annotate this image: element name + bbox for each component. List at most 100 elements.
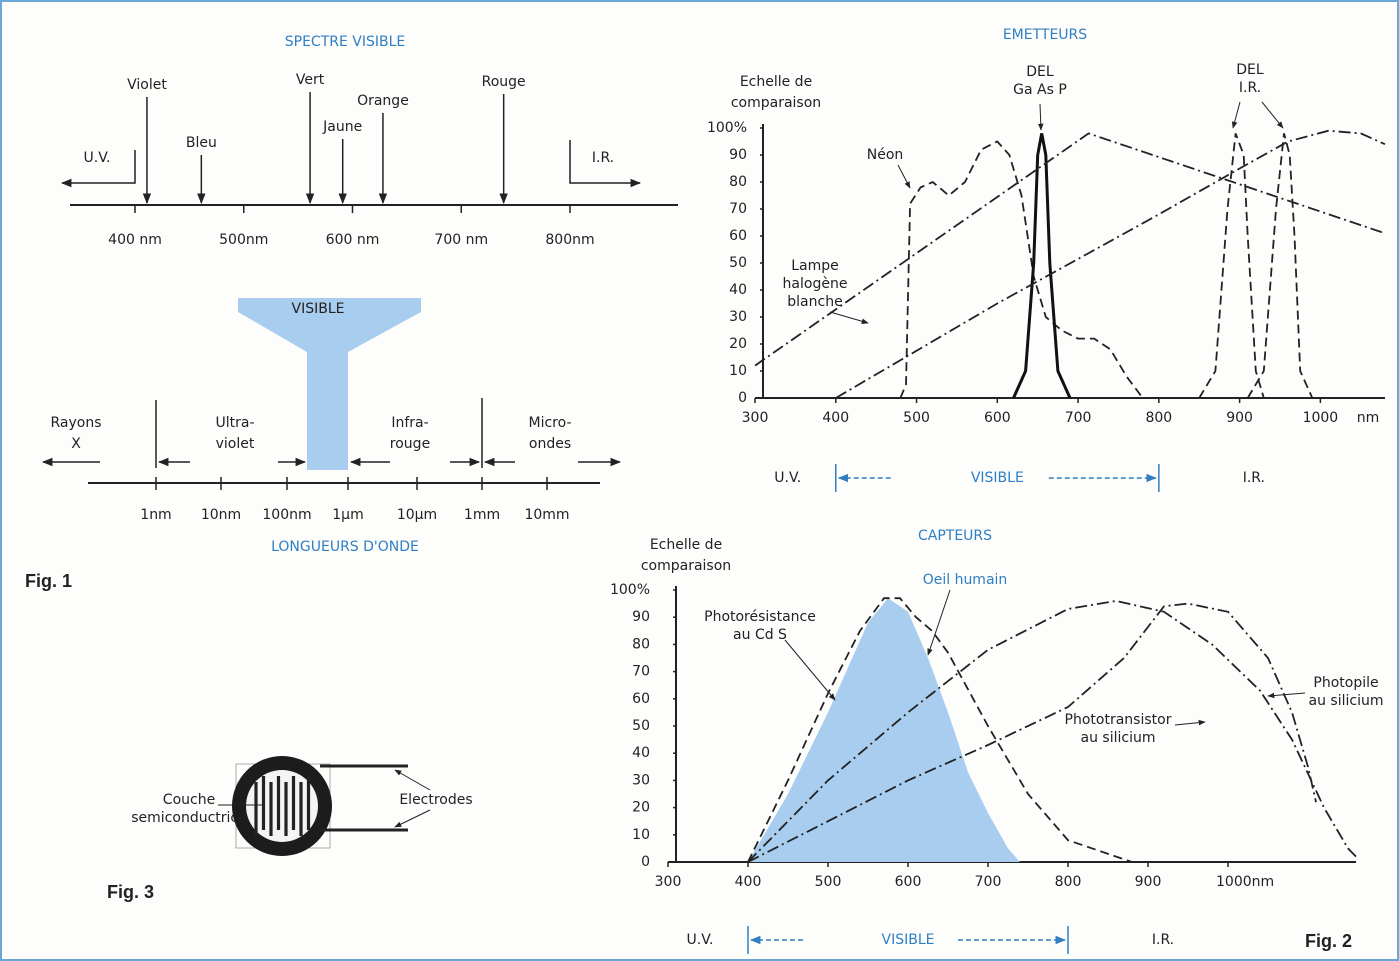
series-label: DEL bbox=[1026, 64, 1054, 80]
layer-label: semiconductrice bbox=[131, 810, 246, 826]
series-label: Oeil humain bbox=[923, 572, 1008, 588]
series-label: blanche bbox=[787, 294, 842, 310]
y-tick-label: 80 bbox=[632, 636, 650, 652]
region-label: Micro- bbox=[529, 415, 572, 431]
x-tick-label: 500 bbox=[815, 874, 842, 890]
y-axis-label: comparaison bbox=[731, 95, 821, 111]
color-label: Rouge bbox=[482, 74, 526, 90]
x-tick-label: 1000 bbox=[1303, 410, 1339, 426]
spectrum-title: SPECTRE VISIBLE bbox=[285, 34, 406, 50]
chart-title: EMETTEURS bbox=[1003, 27, 1087, 43]
x-unit: nm bbox=[1357, 410, 1380, 426]
chart-title: CAPTEURS bbox=[918, 528, 992, 544]
x-tick-label: 700 bbox=[975, 874, 1002, 890]
wave-title: LONGUEURS D'ONDE bbox=[271, 539, 419, 555]
y-tick-label: 90 bbox=[729, 147, 747, 163]
y-axis-label: Echelle de bbox=[650, 537, 722, 553]
tick-label: 600 nm bbox=[326, 232, 380, 248]
x-tick-label: 600 bbox=[984, 410, 1011, 426]
series-label: Ga As P bbox=[1013, 82, 1067, 98]
series-label: au silicium bbox=[1081, 730, 1156, 746]
region-label: X bbox=[71, 436, 81, 452]
y-tick-label: 30 bbox=[632, 772, 650, 788]
x-tick-label: 500 bbox=[903, 410, 930, 426]
color-label: Jaune bbox=[322, 119, 362, 135]
x-tick-label: 800 bbox=[1055, 874, 1082, 890]
tick-label: 500nm bbox=[219, 232, 268, 248]
y-axis-label: Echelle de bbox=[740, 74, 812, 90]
y-tick-label: 60 bbox=[729, 228, 747, 244]
tick-label: 10mm bbox=[524, 507, 569, 523]
caption: Fig. 2 bbox=[1305, 931, 1352, 951]
y-tick-label: 50 bbox=[729, 255, 747, 271]
region-label: Ultra- bbox=[215, 415, 254, 431]
y-tick-label: 40 bbox=[632, 745, 650, 761]
band-label: I.R. bbox=[1243, 470, 1265, 486]
x-tick-label: 300 bbox=[655, 874, 682, 890]
visible-label: VISIBLE bbox=[292, 301, 345, 317]
band-label: U.V. bbox=[687, 932, 714, 948]
ir-label: I.R. bbox=[592, 150, 614, 166]
x-tick-label: 1000nm bbox=[1216, 874, 1274, 890]
x-tick-label: 700 bbox=[1065, 410, 1092, 426]
layer-label: Couche bbox=[163, 792, 215, 808]
region-label: rouge bbox=[390, 436, 430, 452]
series-label: Lampe bbox=[791, 258, 839, 274]
y-tick-label: 0 bbox=[738, 390, 747, 406]
y-tick-label: 60 bbox=[632, 691, 650, 707]
series-label: Phototransistor bbox=[1065, 712, 1172, 728]
y-tick-label: 50 bbox=[632, 718, 650, 734]
y-tick-label: 80 bbox=[729, 174, 747, 190]
tick-label: 10nm bbox=[201, 507, 241, 523]
color-label: Violet bbox=[127, 77, 167, 93]
tick-label: 100nm bbox=[262, 507, 311, 523]
x-tick-label: 800 bbox=[1145, 410, 1172, 426]
x-tick-label: 900 bbox=[1135, 874, 1162, 890]
y-tick-label: 100% bbox=[610, 582, 650, 598]
y-tick-label: 20 bbox=[729, 336, 747, 352]
y-tick-label: 30 bbox=[729, 309, 747, 325]
uv-label: U.V. bbox=[84, 150, 111, 166]
tick-label: 400 nm bbox=[108, 232, 162, 248]
color-label: Bleu bbox=[186, 135, 217, 151]
tick-label: 1nm bbox=[140, 507, 171, 523]
series-label: au silicium bbox=[1309, 693, 1384, 709]
caption: Fig. 3 bbox=[107, 882, 154, 902]
series-label: Photopile bbox=[1313, 675, 1378, 691]
y-tick-label: 90 bbox=[632, 609, 650, 625]
band-label: U.V. bbox=[774, 470, 801, 486]
series-label: au Cd S bbox=[733, 627, 787, 643]
tick-label: 1mm bbox=[464, 507, 500, 523]
y-tick-label: 20 bbox=[632, 800, 650, 816]
band-label: I.R. bbox=[1152, 932, 1174, 948]
x-tick-label: 400 bbox=[735, 874, 762, 890]
electrodes-label: Electrodes bbox=[399, 792, 472, 808]
region-label: Infra- bbox=[391, 415, 428, 431]
y-tick-label: 0 bbox=[641, 854, 650, 870]
color-label: Orange bbox=[357, 93, 409, 109]
y-axis-label: comparaison bbox=[641, 558, 731, 574]
y-tick-label: 10 bbox=[632, 827, 650, 843]
y-tick-label: 70 bbox=[632, 664, 650, 680]
region-label: ondes bbox=[529, 436, 571, 452]
region-label: violet bbox=[216, 436, 255, 452]
series-label: I.R. bbox=[1239, 80, 1261, 96]
x-tick-label: 300 bbox=[742, 410, 769, 426]
caption: Fig. 1 bbox=[25, 571, 72, 591]
tick-label: 800nm bbox=[545, 232, 594, 248]
series-label: Photorésistance bbox=[704, 609, 816, 625]
x-tick-label: 600 bbox=[895, 874, 922, 890]
y-tick-label: 40 bbox=[729, 282, 747, 298]
y-tick-label: 70 bbox=[729, 201, 747, 217]
band-label: VISIBLE bbox=[882, 932, 935, 948]
region-label: Rayons bbox=[50, 415, 101, 431]
x-tick-label: 400 bbox=[822, 410, 849, 426]
tick-label: 700 nm bbox=[434, 232, 488, 248]
series-label: DEL bbox=[1236, 62, 1264, 78]
series-label: halogène bbox=[783, 276, 848, 292]
color-label: Vert bbox=[296, 72, 325, 88]
y-tick-label: 10 bbox=[729, 363, 747, 379]
tick-label: 10µm bbox=[397, 507, 437, 523]
series-label: Néon bbox=[867, 147, 904, 163]
band-label: VISIBLE bbox=[971, 470, 1024, 486]
